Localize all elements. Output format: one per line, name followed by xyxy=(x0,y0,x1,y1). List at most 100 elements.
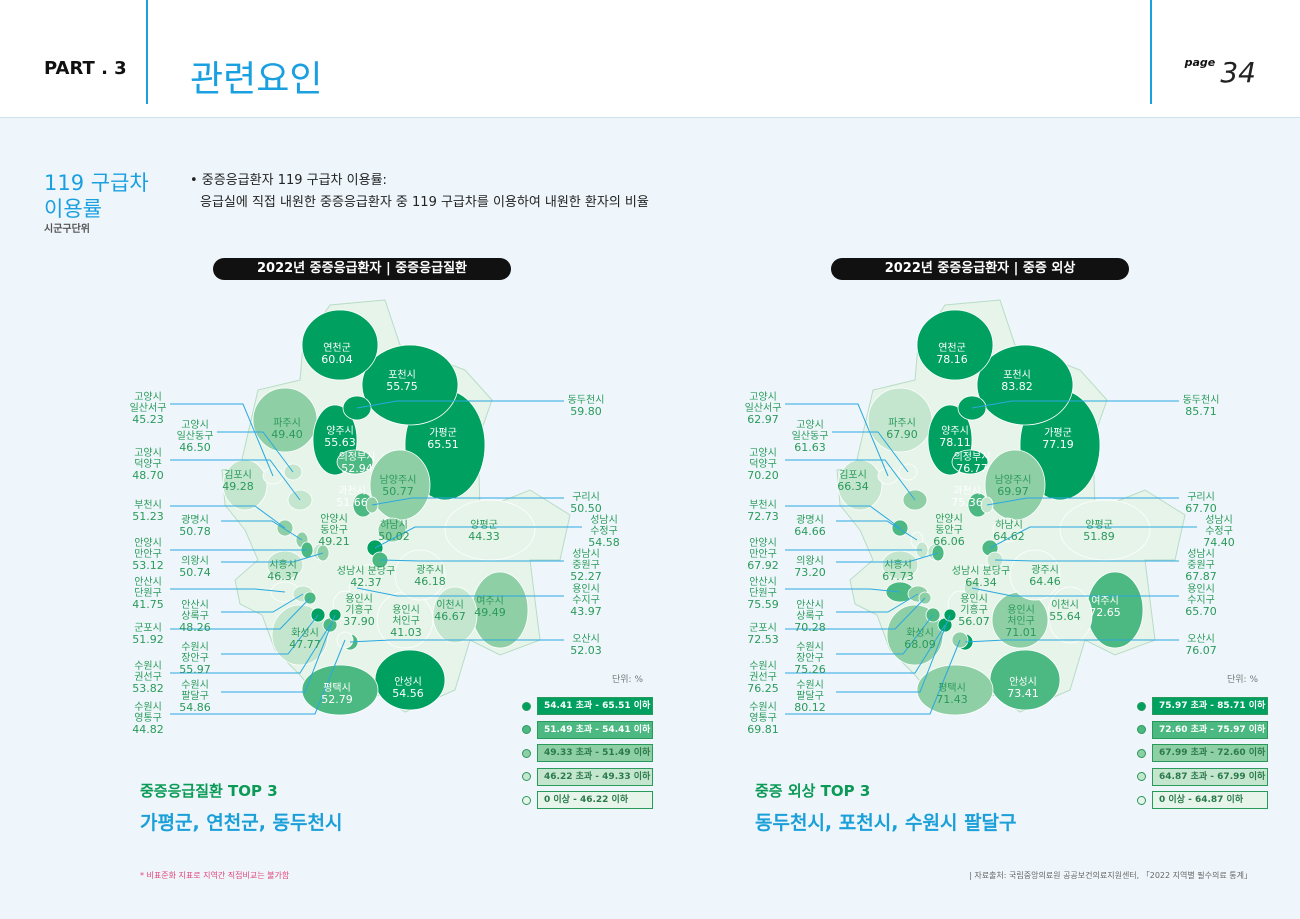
region-shape xyxy=(266,550,304,580)
region-value: 76.77 xyxy=(956,462,988,475)
region-value: 70.28 xyxy=(794,621,826,634)
region-label: 포천시 83.82 xyxy=(1001,370,1033,392)
region-value: 65.51 xyxy=(427,438,459,451)
region-label: 과천시 51.66 xyxy=(336,486,368,508)
leader-line xyxy=(170,505,286,529)
region-name: 광주시 xyxy=(1031,565,1059,576)
region-value: 52.03 xyxy=(570,644,602,657)
region-value: 51.92 xyxy=(132,633,164,646)
leader-line xyxy=(379,559,564,562)
legend-range: 54.41 초과 - 65.51 이하 xyxy=(537,697,653,715)
region-value: 66.06 xyxy=(933,535,965,548)
region-label: 고양시 일산동구 46.50 xyxy=(177,420,214,453)
region-label: 용인시 기흥구 37.90 xyxy=(343,594,375,627)
region-value: 41.75 xyxy=(132,598,164,611)
legend-item: 64.87 초과 - 67.99 이하 xyxy=(1137,767,1268,786)
region-label: 안양시 만안구 53.12 xyxy=(132,538,164,571)
region-shape xyxy=(1047,586,1093,644)
divider xyxy=(146,0,148,104)
unit-label: 단위: % xyxy=(612,675,644,685)
region-name: 군포시 xyxy=(134,623,162,634)
region-label: 안양시 동안구 49.21 xyxy=(318,514,350,547)
region-name: 성남시 중원구 xyxy=(572,549,600,571)
region-label: 동두천시 85.71 xyxy=(1183,395,1220,417)
region-label: 하남시 64.62 xyxy=(993,520,1025,542)
region-label: 광주시 64.46 xyxy=(1029,565,1061,587)
region-shape xyxy=(432,586,478,644)
top3-title: 중증응급질환 TOP 3 xyxy=(140,782,278,800)
region-name: 용인시 수지구 xyxy=(572,584,600,606)
leader-line xyxy=(785,588,901,593)
region-label: 연천군 60.04 xyxy=(321,343,353,365)
region-name: 포천시 xyxy=(1003,370,1031,381)
region-label: 의정부시 52.94 xyxy=(339,452,376,474)
region-name: 부천시 xyxy=(134,500,162,511)
region-name: 과천시 xyxy=(953,486,981,497)
map-panel-severe-trauma: 2022년 중증응급환자 | 중증 외상 단위: % 중증 외상 TOP 3 동… xyxy=(615,0,1268,919)
region-value: 65.70 xyxy=(1185,605,1217,618)
region-label: 의정부시 76.77 xyxy=(954,452,991,474)
legend-swatch xyxy=(522,725,531,734)
legend-item: 46.22 초과 - 49.33 이하 xyxy=(522,767,653,786)
divider xyxy=(1150,0,1152,104)
region-name: 안양시 동안구 xyxy=(320,514,348,536)
region-label: 성남시 분당구 64.34 xyxy=(952,566,1010,588)
region-label: 고양시 덕양구 48.70 xyxy=(132,448,164,481)
region-value: 50.74 xyxy=(179,566,211,579)
leader-line xyxy=(371,497,564,506)
region-name: 수원시 권선구 xyxy=(134,661,162,683)
region-name: 수원시 권선구 xyxy=(749,661,777,683)
region-name: 시흥시 xyxy=(884,560,912,571)
region-name: 남양주시 xyxy=(379,475,417,486)
leader-line xyxy=(356,587,564,597)
region-name: 의정부시 xyxy=(338,452,376,463)
region-name: 이천시 xyxy=(1051,600,1079,611)
region-label: 안성시 54.56 xyxy=(392,677,424,699)
legend-item: 49.33 초과 - 51.49 이하 xyxy=(522,744,653,762)
legend-range: 75.97 초과 - 85.71 이하 xyxy=(1152,697,1268,715)
choropleth-map xyxy=(170,299,582,716)
region-name: 용인시 기흥구 xyxy=(345,594,373,616)
region-label: 이천시 46.67 xyxy=(434,600,466,622)
leader-line xyxy=(349,639,564,643)
page-word: page xyxy=(1184,56,1216,69)
region-label: 성남시 분당구 42.37 xyxy=(337,566,395,588)
region-name: 시흥시 xyxy=(269,560,297,571)
leader-line xyxy=(170,597,311,630)
region-value: 51.66 xyxy=(336,496,368,509)
region-label: 수원시 팔달구 80.12 xyxy=(794,680,826,713)
legend-item: 75.97 초과 - 85.71 이하 xyxy=(1137,697,1268,715)
leader-line xyxy=(832,431,909,473)
map-panel-severe-disease: 2022년 중증응급환자 | 중증응급질환 단위: % 중증응급질환 TOP 3… xyxy=(130,258,653,834)
region-value: 71.01 xyxy=(1005,626,1037,639)
region-label: 가평군 65.51 xyxy=(427,428,459,450)
definition: • 중증응급환자 119 구급차 이용률: 응급실에 직접 내원한 중증응급환자 … xyxy=(190,170,649,214)
region-name: 안산시 상록구 xyxy=(796,600,824,622)
region-name: 광주시 xyxy=(416,565,444,576)
region-label: 구리시 67.70 xyxy=(1185,492,1217,514)
region-label: 성남시 중원구 52.27 xyxy=(570,549,602,582)
region-name: 군포시 xyxy=(749,623,777,634)
region-label: 부천시 72.73 xyxy=(747,500,779,522)
region-label: 용인시 처인구 41.03 xyxy=(390,605,422,638)
region-value: 49.40 xyxy=(271,428,303,441)
leader-line xyxy=(221,614,336,693)
region-label: 용인시 수지구 65.70 xyxy=(1185,584,1217,617)
leader-line xyxy=(836,520,918,541)
region-name: 용인시 수지구 xyxy=(1187,584,1215,606)
legend-range: 64.87 초과 - 67.99 이하 xyxy=(1152,767,1268,786)
region-label: 여주시 72.65 xyxy=(1089,596,1121,618)
region-label: 안양시 동안구 66.06 xyxy=(933,514,965,547)
region-label: 고양시 일산서구 45.23 xyxy=(130,392,167,425)
region-label: 안산시 단원구 75.59 xyxy=(747,577,779,610)
map-title: 2022년 중증응급환자 | 중증 외상 xyxy=(831,258,1129,280)
region-value: 52.94 xyxy=(341,462,373,475)
region-value: 42.37 xyxy=(350,576,382,589)
region-name: 평택시 xyxy=(323,683,351,694)
region-label: 용인시 처인구 71.01 xyxy=(1005,605,1037,638)
region-value: 85.71 xyxy=(1185,405,1217,418)
region-shape xyxy=(301,664,379,716)
region-value: 69.97 xyxy=(997,485,1029,498)
region-label: 광명시 64.66 xyxy=(794,515,826,537)
region-name: 동두천시 xyxy=(567,395,605,406)
